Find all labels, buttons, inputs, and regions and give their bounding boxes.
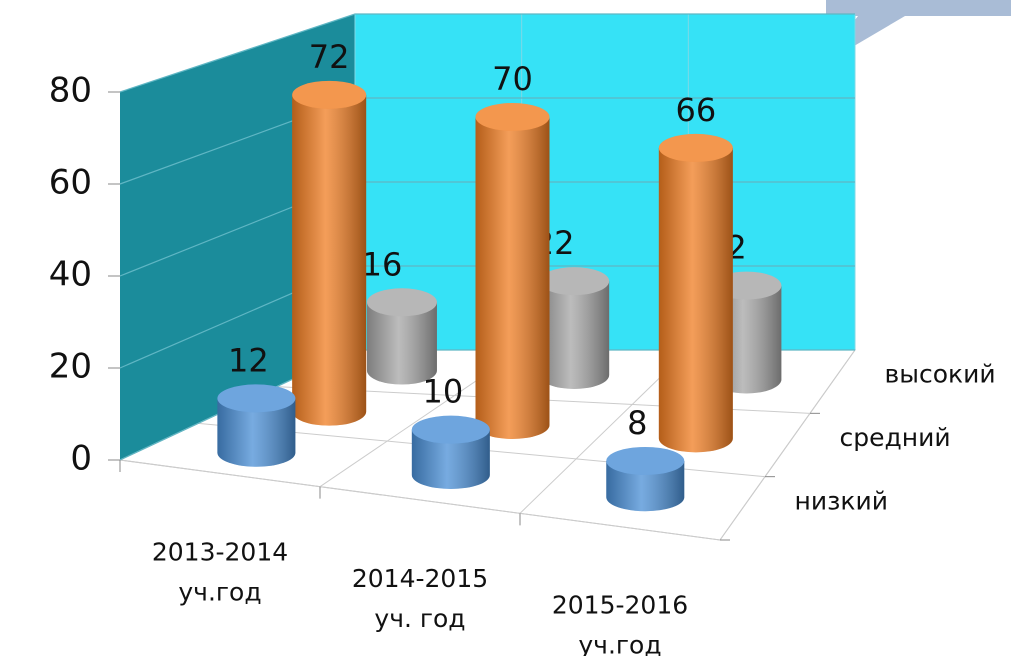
data-label: 66 bbox=[675, 91, 716, 129]
bar-shading bbox=[217, 398, 296, 467]
data-label: 8 bbox=[627, 404, 647, 442]
bar-top bbox=[475, 103, 550, 131]
bar-shading bbox=[539, 281, 610, 389]
y-tick-label: 80 bbox=[49, 71, 92, 111]
bar-shading bbox=[366, 302, 437, 385]
bar-shading bbox=[658, 147, 733, 453]
y-tick-label: 0 bbox=[70, 439, 92, 479]
bar-top-shading bbox=[411, 415, 490, 444]
callout bbox=[820, 0, 1011, 66]
y-tick-label: 60 bbox=[49, 163, 92, 203]
x-tick-label: 2015-2016 уч.год bbox=[552, 591, 688, 656]
data-label: 10 bbox=[422, 373, 463, 411]
data-label: 12 bbox=[228, 341, 269, 379]
bar-top-shading bbox=[292, 80, 367, 109]
y-tick-label: 40 bbox=[49, 255, 92, 295]
bar-top bbox=[658, 133, 733, 162]
x-tick-label-line: уч.год bbox=[178, 577, 261, 606]
x-tick-label-line: 2014-2015 bbox=[352, 564, 488, 593]
bar-shading bbox=[411, 429, 490, 490]
bar-top bbox=[217, 384, 296, 413]
x-tick-label: 2013-2014 уч.год bbox=[152, 537, 288, 606]
bar-top-shading bbox=[217, 384, 296, 413]
bar-shading bbox=[606, 460, 685, 512]
data-label: 72 bbox=[309, 38, 350, 76]
bar-top-shading bbox=[366, 288, 437, 317]
data-label: 70 bbox=[492, 60, 533, 98]
bar-top-shading bbox=[539, 267, 610, 296]
bar-top bbox=[292, 80, 367, 109]
x-tick-label-line: 2013-2014 bbox=[152, 537, 288, 566]
legend-label: средний bbox=[840, 423, 951, 452]
y-tick-label: 20 bbox=[49, 347, 92, 387]
x-tick-label-line: уч. год bbox=[374, 604, 465, 633]
bar-shading bbox=[475, 117, 550, 439]
legend-label: высокий bbox=[885, 360, 996, 389]
x-tick-label: 2014-2015 уч. год bbox=[352, 564, 488, 633]
grid-line bbox=[119, 13, 855, 93]
x-tick-label-line: 2015-2016 bbox=[552, 591, 688, 620]
bar-top-shading bbox=[475, 103, 550, 131]
floor-line bbox=[719, 349, 856, 541]
x-tick-label-line: уч.год bbox=[578, 631, 661, 656]
bar-top-shading bbox=[658, 133, 733, 162]
bar-top-shading bbox=[606, 446, 685, 475]
bar-top bbox=[411, 415, 490, 444]
bar-top bbox=[539, 267, 610, 296]
bar-top bbox=[366, 288, 437, 317]
bar-shading bbox=[292, 94, 367, 426]
floor-line bbox=[119, 459, 721, 541]
legend-label: низкий bbox=[795, 486, 888, 515]
bar-top bbox=[606, 446, 685, 475]
data-label: 16 bbox=[362, 245, 403, 283]
